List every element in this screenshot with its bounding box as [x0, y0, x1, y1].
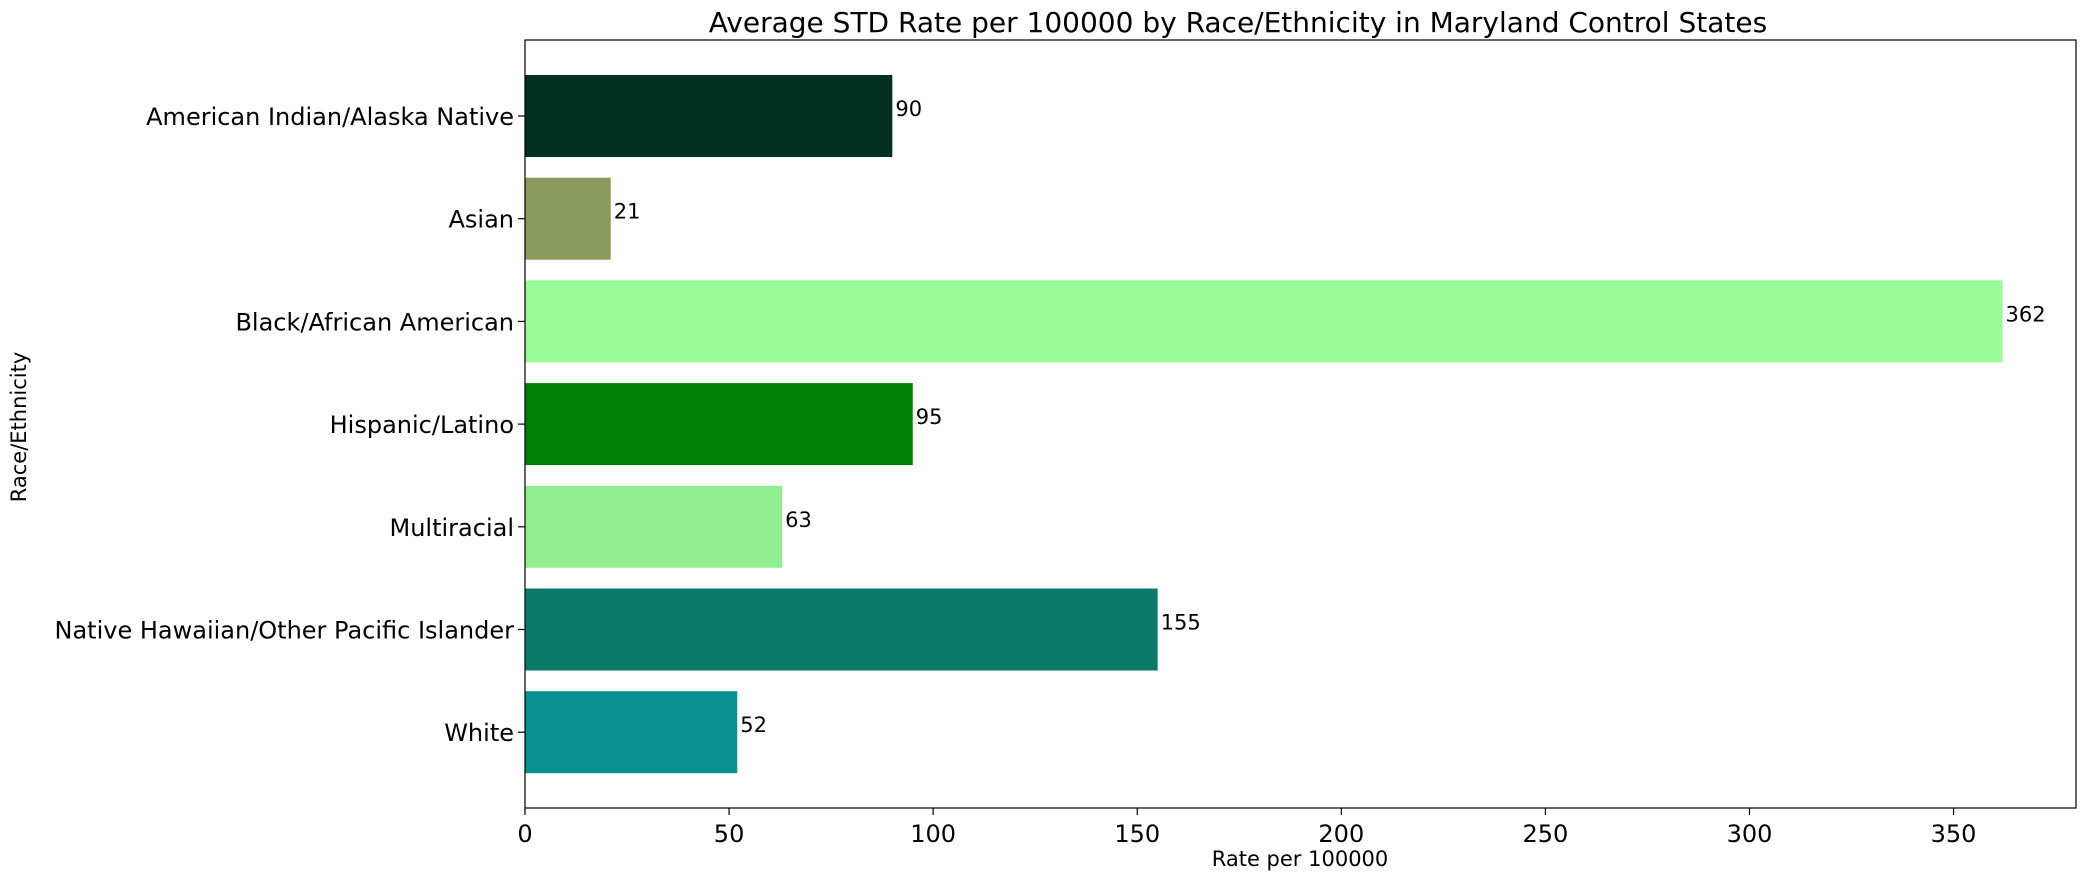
bar	[525, 383, 913, 466]
data-label: 21	[614, 200, 641, 224]
bars-group	[525, 75, 2003, 774]
x-tick-label: 350	[1931, 820, 1977, 848]
bar	[525, 280, 2003, 363]
data-label: 362	[2006, 302, 2046, 326]
data-label: 90	[895, 97, 922, 121]
data-label: 52	[740, 713, 767, 737]
chart-title: Average STD Rate per 100000 by Race/Ethn…	[709, 6, 1767, 39]
bar	[525, 691, 738, 774]
x-tick-label: 200	[1318, 820, 1364, 848]
category-label: Black/African American	[235, 308, 514, 336]
bar	[525, 485, 783, 568]
x-tick-label: 150	[1114, 820, 1160, 848]
plot-frame	[524, 39, 2077, 809]
bar	[525, 588, 1158, 671]
bar	[525, 177, 611, 260]
category-label: Multiracial	[390, 514, 514, 542]
data-label: 155	[1161, 611, 1201, 635]
x-tick-label: 250	[1522, 820, 1568, 848]
category-label: Native Hawaiian/Other Pacific Islander	[55, 617, 515, 645]
category-labels: American Indian/Alaska Native Asian Black/…	[55, 103, 525, 747]
category-label: Hispanic/Latino	[330, 411, 514, 439]
category-label: American Indian/Alaska Native	[146, 103, 514, 131]
category-label: Asian	[448, 206, 514, 234]
x-tick-label: 0	[517, 820, 532, 848]
x-tick-label: 300	[1727, 820, 1773, 848]
x-axis-ticks: 0 50 100 150 200 250 300 350	[517, 808, 1976, 848]
x-tick-label: 50	[714, 820, 745, 848]
data-label: 63	[785, 508, 812, 532]
data-label: 95	[916, 405, 943, 429]
x-tick-label: 100	[910, 820, 956, 848]
data-labels: 90 21 362 95 63 155 52	[614, 97, 2046, 737]
x-axis-label: Rate per 100000	[1212, 847, 1389, 871]
category-label: White	[444, 719, 514, 747]
y-axis-label: Race/Ethnicity	[7, 352, 31, 503]
bar	[525, 75, 893, 157]
